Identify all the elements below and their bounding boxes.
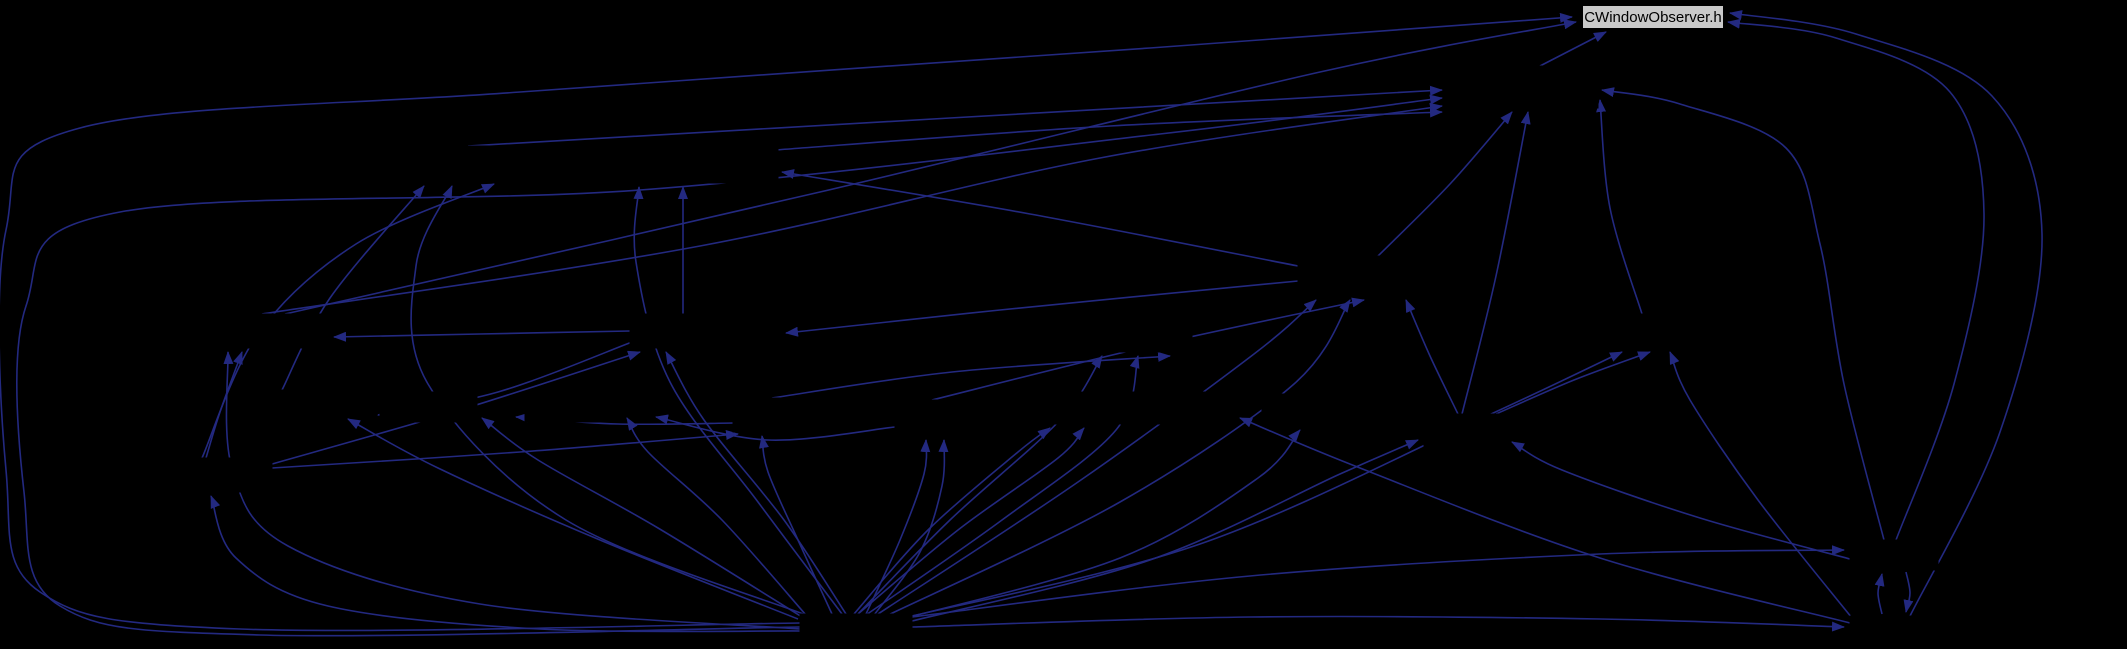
- node-m5: [1595, 313, 1697, 349]
- node-label: CWindowObserver.h: [1584, 8, 1722, 26]
- edge-mc-m1: [785, 280, 1299, 337]
- edge-mc-n2: [781, 169, 1299, 267]
- node-c4: [1423, 413, 1509, 457]
- edge-src-l2: [210, 495, 801, 633]
- edge-m5-hub: [1596, 99, 1643, 315]
- node-l5: [524, 391, 623, 423]
- node-hub: [1447, 65, 1599, 109]
- node-m4: [1261, 393, 1347, 427]
- edge-src-l3: [347, 418, 799, 620]
- edge-src-mc: [883, 299, 1351, 618]
- node-r2: [1849, 615, 1939, 647]
- node-src: [799, 613, 913, 647]
- edge-r2-m2b: [1239, 417, 1851, 624]
- edge-src-m2b: [857, 427, 1085, 615]
- edge-b1-hub: [467, 85, 1443, 147]
- edge-src-m2b: [853, 427, 1051, 615]
- edge-src-mc: [877, 299, 1317, 615]
- edge-hub-title: [1539, 31, 1607, 67]
- edge-c4-mc: [1405, 299, 1459, 415]
- node-cwindowobserver-h[interactable]: CWindowObserver.h: [1582, 5, 1724, 29]
- edge-mc-hub: [1377, 111, 1513, 257]
- edge-src-c3: [865, 439, 931, 615]
- node-l1: [194, 313, 331, 349]
- node-c3: [894, 399, 966, 437]
- edge-r1-title: [1727, 18, 1985, 541]
- edge-src-c2: [759, 435, 833, 615]
- edge-l1-hub: [261, 102, 1443, 315]
- node-m1: [629, 313, 781, 349]
- edge-src-l5: [626, 417, 807, 616]
- edge-l2-l1: [205, 351, 243, 459]
- edge-c4-hub: [1461, 111, 1531, 415]
- edge-src-r1: [911, 545, 1845, 618]
- node-r1: [1849, 539, 1939, 571]
- node-c2: [732, 397, 806, 433]
- edge-c4-m5: [1495, 351, 1651, 415]
- node-l2: [157, 457, 273, 493]
- edge-c2-m3: [771, 351, 1171, 399]
- edge-src-n2: [633, 186, 843, 615]
- edge-src-title: [0, 12, 1573, 632]
- edge-r2-title: [1729, 10, 2043, 617]
- edge-src-m1: [665, 351, 847, 615]
- edge-src-m3: [857, 355, 1103, 615]
- node-mc: [1297, 255, 1421, 297]
- node-m3: [1079, 317, 1193, 353]
- edge-src-l4: [481, 417, 803, 618]
- edge-src-r2: [911, 615, 1845, 632]
- edge-r2-m5: [1669, 351, 1853, 619]
- node-l4: [379, 391, 478, 423]
- node-l3: [234, 389, 344, 423]
- edge-src-c4: [911, 439, 1419, 622]
- edge-r1-r2: [1903, 571, 1914, 613]
- edge-l3-b1: [281, 185, 425, 391]
- edge-src-l1: [223, 351, 801, 630]
- edge-m1-l1: [333, 330, 631, 342]
- edge-src-c3: [873, 439, 949, 616]
- edge-src-m5: [907, 351, 1623, 618]
- edge-r1-c4: [1511, 441, 1851, 560]
- edge-l2-c2: [271, 430, 739, 469]
- edge-src-m4: [901, 429, 1301, 620]
- edge-c3-l5: [655, 414, 896, 441]
- edge-r2-r1: [1874, 573, 1885, 615]
- node-b1: [404, 145, 521, 183]
- node-n2: [576, 147, 779, 184]
- edge-r1-hub: [1601, 87, 1885, 541]
- edge-l1-title: [284, 19, 1577, 315]
- edge-src-hub: [15, 94, 1443, 637]
- node-m2b: [1004, 391, 1236, 425]
- edge-n2-hub: [774, 107, 1443, 151]
